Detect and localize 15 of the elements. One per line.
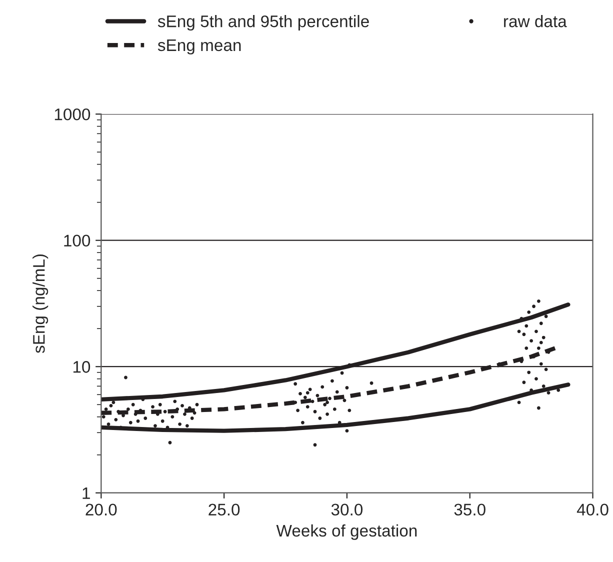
y-tick-label: 10	[73, 361, 90, 373]
line-series	[101, 382, 570, 433]
x-tick-label: 20.0	[86, 504, 117, 516]
x-tick-label: 30.0	[331, 504, 363, 516]
x-tick-label: 25.0	[208, 504, 240, 516]
legend-label: sEng mean	[158, 39, 241, 54]
legend-label: sEng 5th and 95th percentile	[158, 15, 369, 31]
x-tick-label: 40.0	[576, 504, 608, 516]
y-tick-label: 1	[82, 487, 90, 499]
x-tick-label: 35.0	[454, 504, 486, 516]
x-axis-title: Weeks of gestation	[276, 524, 417, 540]
legend-label: raw data	[504, 15, 567, 28]
y-tick-label: 1000	[54, 108, 90, 120]
y-tick-label: 100	[64, 234, 90, 247]
y-axis-title: sEng (ng/mL)	[32, 254, 48, 354]
